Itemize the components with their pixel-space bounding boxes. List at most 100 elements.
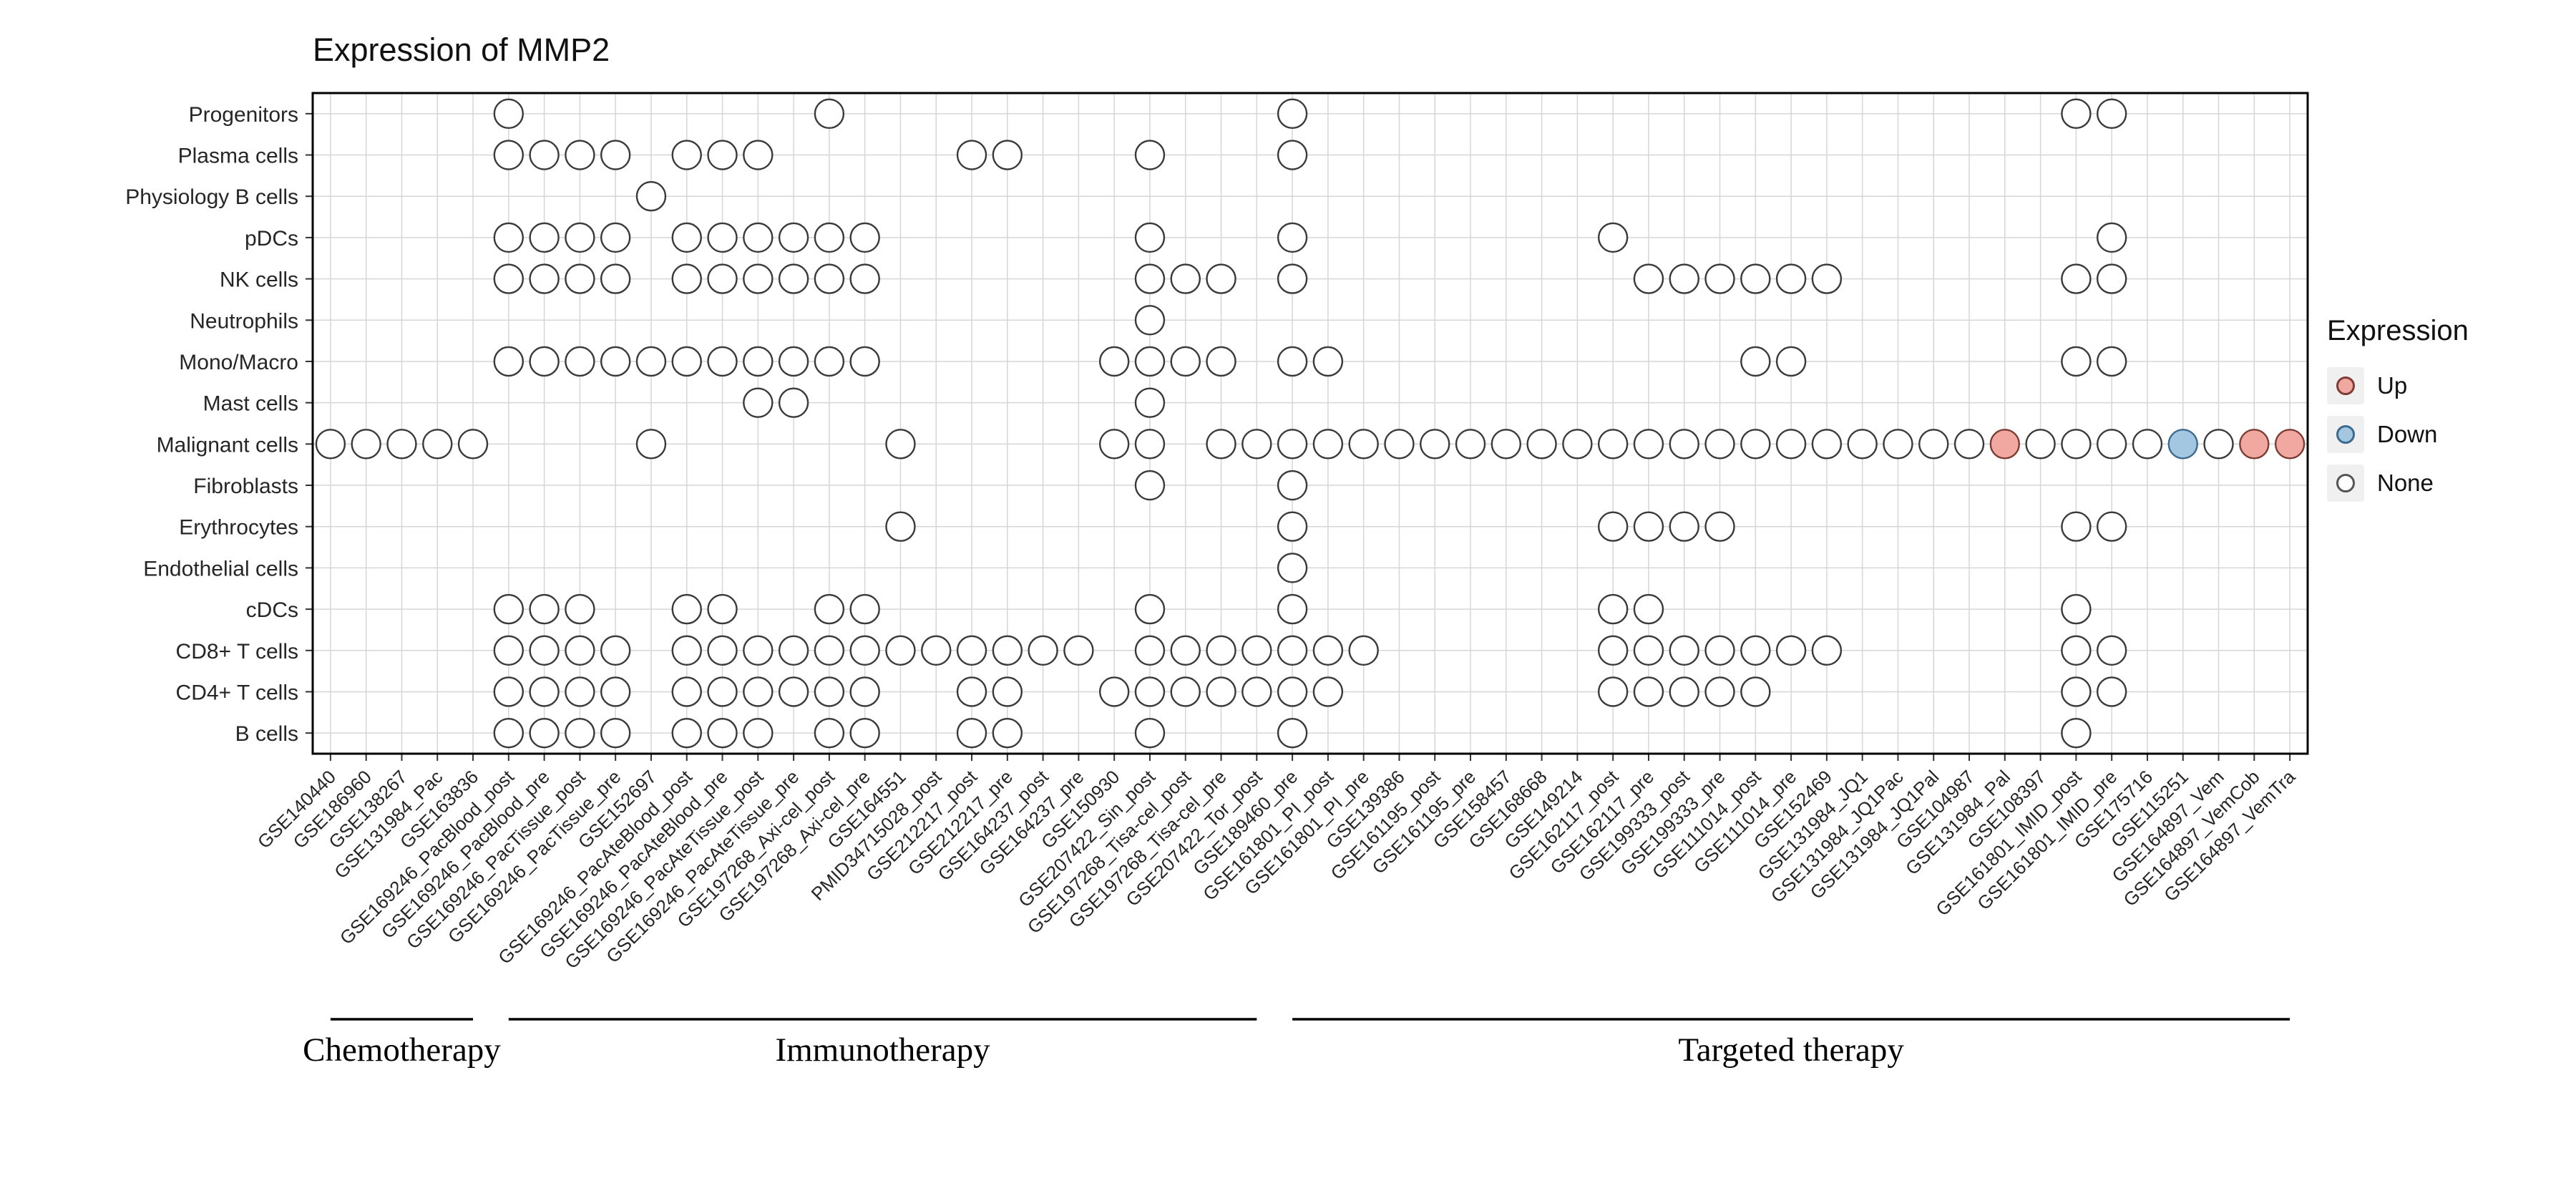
expression-dot-none [2096, 511, 2127, 542]
expression-dot-none [707, 593, 738, 625]
expression-dot-none [1277, 717, 1308, 749]
expression-dot-none [1098, 676, 1130, 707]
expression-dot-none [2096, 676, 2127, 707]
expression-dot-none [1633, 263, 1664, 294]
expression-dot-none [1098, 346, 1130, 377]
expression-dot-none [814, 346, 845, 377]
expression-dot-none [1134, 470, 1166, 501]
expression-dot-none [778, 676, 809, 707]
expression-dot-none [635, 181, 667, 212]
expression-dot-none [1206, 429, 1236, 460]
expression-dot-none [1134, 429, 1166, 460]
expression-dot-none [921, 635, 952, 666]
expression-dot-none [1277, 470, 1308, 501]
expression-dot-none [2096, 635, 2127, 666]
expression-dot-none [849, 593, 880, 625]
expression-dot-none [1348, 635, 1379, 666]
expression-dot-none [1206, 676, 1236, 707]
expression-dot-none [1775, 263, 1807, 294]
expression-dot-none [1312, 676, 1344, 707]
expression-dot-none [707, 676, 738, 707]
plot-border [311, 92, 2309, 755]
group-label-immunotherapy: Immunotherapy [775, 1031, 990, 1069]
expression-dot-none [351, 429, 381, 460]
y-axis-label: Mono/Macro [179, 351, 298, 374]
legend-key-up [2327, 367, 2364, 404]
expression-dot-none [1704, 635, 1735, 666]
expression-dot-none [1134, 140, 1166, 170]
expression-dot-none [1241, 429, 1272, 460]
legend-item-none: None [2327, 465, 2469, 502]
expression-dot-none [814, 717, 845, 749]
expression-dot-none [493, 263, 525, 294]
expression-dot-none [671, 263, 702, 294]
expression-dot-none [743, 222, 774, 253]
expression-dot-none [1633, 676, 1664, 707]
y-axis-label: CD8+ T cells [176, 640, 298, 664]
expression-dot-none [1811, 263, 1843, 294]
expression-dot-none [1669, 635, 1699, 666]
expression-dot-none [529, 593, 560, 625]
expression-dot-none [992, 140, 1023, 170]
expression-dot-none [1312, 635, 1344, 666]
expression-dot-none [814, 676, 845, 707]
y-axis-label: Neutrophils [190, 309, 298, 333]
expression-dot-none [422, 429, 453, 460]
expression-dot-none [778, 263, 809, 294]
y-axis-label: Malignant cells [157, 433, 298, 457]
expression-dot-none [1704, 429, 1735, 460]
expression-dot-none [1134, 676, 1166, 707]
expression-dot-none [707, 140, 738, 170]
expression-dot-up [1989, 429, 2021, 460]
expression-dot-none [2061, 263, 2092, 294]
legend-item-up: Up [2327, 367, 2469, 404]
expression-dot-none [671, 676, 702, 707]
expression-dot-none [1704, 263, 1735, 294]
expression-dot-up [2274, 429, 2306, 460]
expression-dot-none [849, 635, 880, 666]
expression-dot-none [707, 346, 738, 377]
legend-key-none [2327, 465, 2364, 502]
y-axis-label: Plasma cells [178, 145, 298, 168]
expression-dot-none [565, 263, 595, 294]
expression-dot-none [2096, 346, 2127, 377]
expression-dot-none [743, 676, 774, 707]
expression-dot-none [1704, 511, 1735, 542]
expression-dot-none [1669, 263, 1699, 294]
expression-dot-none [1063, 635, 1094, 666]
expression-dot-none [635, 346, 667, 377]
expression-dot-none [2061, 717, 2092, 749]
expression-dot-none [2061, 511, 2092, 542]
expression-dot-none [529, 346, 560, 377]
expression-dot-none [992, 676, 1023, 707]
expression-dot-none [565, 676, 595, 707]
expression-dot-none [814, 98, 845, 130]
y-axis-label: Fibroblasts [193, 475, 298, 498]
expression-dot-none [1633, 511, 1664, 542]
expression-dot-none [671, 635, 702, 666]
expression-dot-none [1811, 429, 1843, 460]
expression-dot-none [493, 346, 525, 377]
expression-dot-none [493, 676, 525, 707]
expression-dot-none [1633, 593, 1664, 625]
expression-dot-none [565, 222, 595, 253]
expression-dot-none [1277, 635, 1308, 666]
expression-dot-none [743, 635, 774, 666]
expression-dot-none [1277, 98, 1308, 130]
expression-dot-none [1134, 305, 1166, 336]
expression-dot-none [1704, 676, 1735, 707]
expression-dot-none [814, 263, 845, 294]
expression-dot-none [1312, 429, 1344, 460]
expression-dot-none [2096, 98, 2127, 130]
expression-dot-none [529, 222, 560, 253]
expression-dot-none [2132, 429, 2163, 460]
expression-dot-none [600, 346, 631, 377]
expression-dot-none [778, 387, 809, 418]
group-label-targeted-therapy: Targeted therapy [1678, 1031, 1904, 1069]
none-dot-icon [2336, 474, 2355, 492]
expression-dot-none [992, 635, 1023, 666]
expression-dot-none [885, 429, 916, 460]
expression-dot-none [1597, 635, 1629, 666]
expression-dot-none [1597, 222, 1629, 253]
